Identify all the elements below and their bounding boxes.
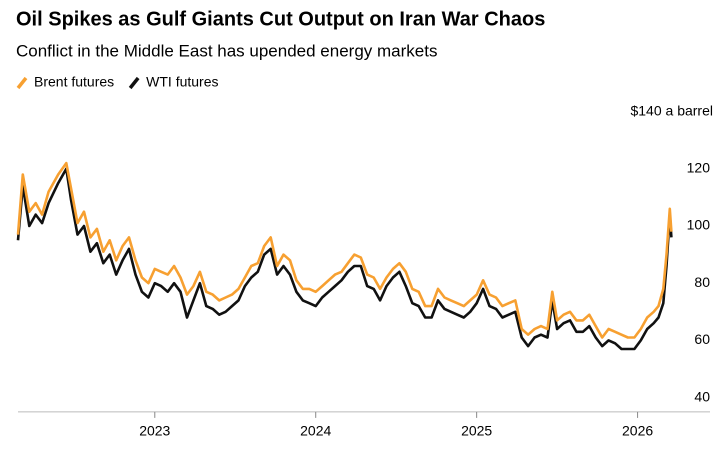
series-line (16, 161, 673, 339)
y-tick-label: 100 (687, 217, 711, 233)
x-tick-label: 2026 (622, 423, 653, 439)
legend-label: WTI futures (146, 74, 218, 90)
y-tick-label: 120 (687, 160, 711, 176)
legend-swatch (16, 76, 28, 90)
legend-swatch (128, 76, 140, 90)
x-tick-label: 2024 (300, 423, 331, 439)
y-tick-label: 80 (694, 274, 710, 290)
series-line (16, 167, 673, 351)
y-tick-label: 60 (694, 331, 710, 347)
y-tick-label: $140 a barrel (630, 102, 713, 118)
chart-subtitle: Conflict in the Middle East has upended … (16, 41, 437, 60)
chart-title: Oil Spikes as Gulf Giants Cut Output on … (16, 8, 545, 30)
x-tick-label: 2023 (139, 423, 170, 439)
x-tick-label: 2025 (461, 423, 492, 439)
y-tick-label: 40 (694, 388, 710, 404)
legend-label: Brent futures (34, 74, 114, 90)
